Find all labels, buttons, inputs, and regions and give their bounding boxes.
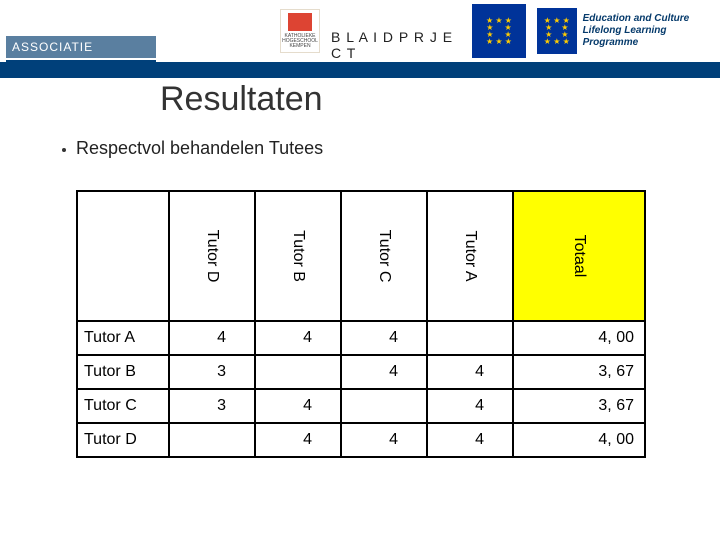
blaid-text: B L A I D P R J E C T	[331, 29, 465, 61]
row-header: Tutor B	[77, 355, 169, 389]
eu-stars-icon: ★ ★ ★★ ★★ ★★ ★ ★	[486, 17, 512, 45]
eu-edu-line2: Lifelong Learning Programme	[583, 25, 705, 49]
table-header-row: Tutor D Tutor B Tutor C Tutor A Totaal	[77, 191, 645, 321]
table-row: Tutor D 4 4 4 4, 00	[77, 423, 645, 457]
eu-edu-group: ★ ★ ★★ ★★ ★★ ★ ★ Education and Culture L…	[537, 8, 705, 54]
logo-eu-edu: ★ ★ ★★ ★★ ★★ ★ ★ Education and Culture L…	[536, 4, 706, 58]
table-row: Tutor A 4 4 4 4, 00	[77, 321, 645, 355]
bullet-icon	[62, 148, 66, 152]
cell: 4	[255, 423, 341, 457]
slide: ASSOCIATIE K.U.LEUVEN KATHOLIEKEHOGESCHO…	[0, 0, 720, 540]
cell-total: 3, 67	[513, 355, 645, 389]
col-header: Tutor C	[341, 191, 427, 321]
row-header: Tutor C	[77, 389, 169, 423]
row-header: Tutor D	[77, 423, 169, 457]
bullet-row: Respectvol behandelen Tutees	[62, 138, 323, 159]
cell: 4	[427, 389, 513, 423]
eu-edu-text: Education and Culture Lifelong Learning …	[583, 13, 705, 49]
cell: 3	[169, 355, 255, 389]
cell	[255, 355, 341, 389]
cell-total: 4, 00	[513, 423, 645, 457]
logo-blaid: B L A I D P R J E C T	[330, 28, 466, 62]
khk-red-icon	[288, 13, 312, 31]
badge-associatie-text: ASSOCIATIE	[12, 40, 93, 54]
table-corner	[77, 191, 169, 321]
col-header: Tutor A	[427, 191, 513, 321]
logo-khk: KATHOLIEKEHOGESCHOOLKEMPEN	[275, 4, 325, 58]
row-header: Tutor A	[77, 321, 169, 355]
cell: 4	[427, 423, 513, 457]
table-row: Tutor C 3 4 4 3, 67	[77, 389, 645, 423]
eu-flag-icon: ★ ★ ★★ ★★ ★★ ★ ★	[537, 8, 577, 54]
cell: 3	[169, 389, 255, 423]
cell: 4	[169, 321, 255, 355]
page-title: Resultaten	[160, 80, 323, 119]
col-header-label: Tutor D	[203, 230, 221, 283]
header-top: ASSOCIATIE K.U.LEUVEN KATHOLIEKEHOGESCHO…	[0, 0, 720, 62]
cell: 4	[341, 423, 427, 457]
col-header-label: Tutor B	[289, 230, 307, 282]
table-row: Tutor B 3 4 4 3, 67	[77, 355, 645, 389]
col-header: Tutor D	[169, 191, 255, 321]
header-band	[0, 62, 720, 78]
cell	[341, 389, 427, 423]
bullet-text: Respectvol behandelen Tutees	[76, 138, 323, 159]
col-header-label: Totaal	[570, 235, 588, 278]
eu-stars-icon: ★ ★ ★★ ★★ ★★ ★ ★	[544, 17, 570, 45]
cell: 4	[255, 389, 341, 423]
badge-associatie: ASSOCIATIE	[6, 36, 156, 58]
cell: 4	[427, 355, 513, 389]
col-header-total: Totaal	[513, 191, 645, 321]
col-header-label: Tutor A	[461, 231, 479, 282]
cell: 4	[255, 321, 341, 355]
results-table: Tutor D Tutor B Tutor C Tutor A Totaal T…	[76, 190, 646, 458]
khk-subtext: KATHOLIEKEHOGESCHOOLKEMPEN	[282, 34, 318, 49]
cell	[427, 321, 513, 355]
logo-eu-flag: ★ ★ ★★ ★★ ★★ ★ ★	[472, 4, 526, 58]
table: Tutor D Tutor B Tutor C Tutor A Totaal T…	[76, 190, 646, 458]
col-header: Tutor B	[255, 191, 341, 321]
cell	[169, 423, 255, 457]
eu-edu-line1: Education and Culture	[583, 13, 705, 25]
khk-icon: KATHOLIEKEHOGESCHOOLKEMPEN	[280, 9, 320, 53]
cell-total: 3, 67	[513, 389, 645, 423]
cell-total: 4, 00	[513, 321, 645, 355]
col-header-label: Tutor C	[375, 230, 393, 283]
cell: 4	[341, 321, 427, 355]
cell: 4	[341, 355, 427, 389]
header: ASSOCIATIE K.U.LEUVEN KATHOLIEKEHOGESCHO…	[0, 0, 720, 78]
